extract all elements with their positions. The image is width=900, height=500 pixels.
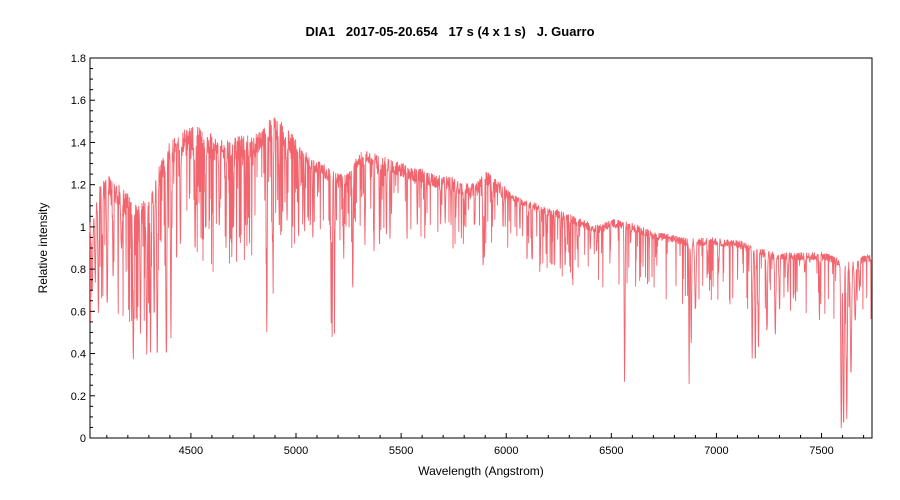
spectrum-line (89, 117, 873, 429)
x-tick-label: 5000 (284, 445, 308, 457)
spectrum-layer (89, 117, 873, 429)
plot-area (89, 57, 873, 439)
y-tick-label: 0.8 (71, 264, 86, 276)
y-tick-label: 0.6 (71, 306, 86, 318)
x-axis-label: Wavelength (Angstrom) (418, 464, 544, 478)
y-tick-label: 1.2 (71, 180, 86, 192)
x-tick-label: 5500 (389, 445, 413, 457)
y-tick-label: 1.4 (71, 137, 86, 149)
y-tick-label: 0 (80, 433, 86, 445)
y-axis-label: Relative intensity (36, 203, 50, 294)
chart-title: DIA1 2017-05-20.654 17 s (4 x 1 s) J. Gu… (305, 24, 595, 39)
y-tick-label: 0.2 (71, 391, 86, 403)
x-axis: 4500 5000 5500 6000 6500 7000 7500 (106, 433, 865, 457)
y-tick-label: 1.8 (71, 53, 86, 65)
x-tick-label: 4500 (179, 445, 203, 457)
x-tick-label: 6000 (494, 445, 518, 457)
x-tick-label: 7500 (809, 445, 833, 457)
y-axis: 0 0.2 0.4 0.6 0.8 1 1.2 1.4 1.6 1.8 (71, 53, 95, 445)
y-tick-label: 1 (80, 222, 86, 234)
y-tick-label: 1.6 (71, 95, 86, 107)
x-tick-label: 6500 (599, 445, 623, 457)
y-tick-label: 0.4 (71, 349, 86, 361)
x-tick-label: 7000 (704, 445, 728, 457)
